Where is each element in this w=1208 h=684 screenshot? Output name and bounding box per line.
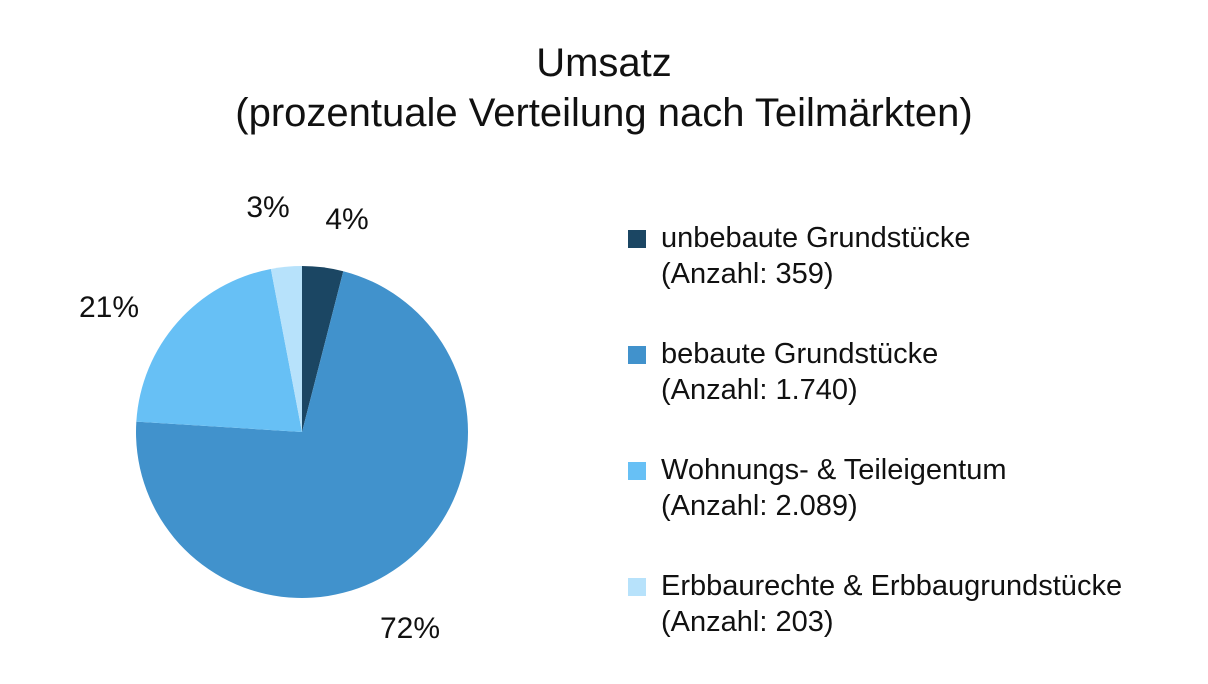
chart-legend: unbebaute Grundstücke (Anzahl: 359) beba… bbox=[628, 220, 1198, 684]
legend-label: bebaute Grundstücke bbox=[661, 338, 939, 370]
legend-count: (Anzahl: 203) bbox=[661, 606, 834, 638]
chart-title-block: Umsatz (prozentuale Verteilung nach Teil… bbox=[0, 38, 1208, 138]
pie-slice bbox=[136, 271, 469, 599]
legend-label: Wohnungs- & Teileigentum bbox=[661, 454, 1007, 486]
legend-label: unbebaute Grundstücke bbox=[661, 222, 971, 254]
slice-percent-label: 4% bbox=[325, 203, 368, 236]
legend-item-erbbaurechte: Erbbaurechte & Erbbaugrundstücke (Anzahl… bbox=[628, 568, 1198, 684]
pie-chart: 4% 72% 21% 3% bbox=[79, 191, 469, 645]
legend-swatch bbox=[628, 578, 646, 596]
slice-percent-label: 3% bbox=[246, 191, 289, 224]
legend-item-wohnungseigentum: Wohnungs- & Teileigentum (Anzahl: 2.089) bbox=[628, 452, 1198, 568]
legend-count: (Anzahl: 1.740) bbox=[661, 374, 858, 406]
pie-slice bbox=[270, 266, 302, 432]
legend-swatch bbox=[628, 346, 646, 364]
chart-title: Umsatz bbox=[536, 41, 672, 85]
legend-item-unbebaute: unbebaute Grundstücke (Anzahl: 359) bbox=[628, 220, 1198, 336]
legend-label: Erbbaurechte & Erbbaugrundstücke bbox=[661, 570, 1123, 602]
pie-slice bbox=[136, 268, 302, 432]
legend-count: (Anzahl: 2.089) bbox=[661, 490, 858, 522]
legend-item-bebaute: bebaute Grundstücke (Anzahl: 1.740) bbox=[628, 336, 1198, 452]
legend-swatch bbox=[628, 230, 646, 248]
legend-swatch bbox=[628, 462, 646, 480]
slice-percent-label: 21% bbox=[79, 291, 139, 324]
chart-subtitle: (prozentuale Verteilung nach Teilmärkten… bbox=[235, 91, 973, 135]
legend-count: (Anzahl: 359) bbox=[661, 258, 834, 290]
pie-slice bbox=[302, 266, 344, 432]
slice-percent-label: 72% bbox=[380, 612, 440, 645]
